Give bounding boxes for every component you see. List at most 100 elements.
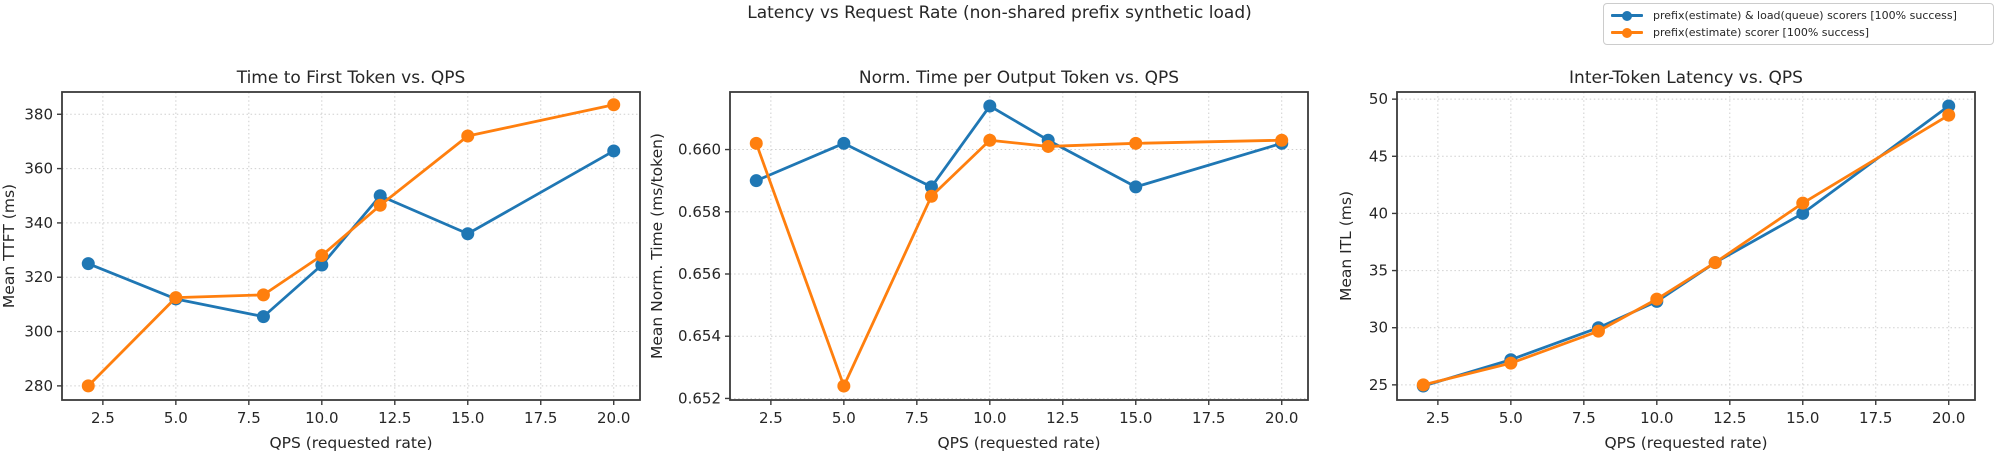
x-tick-label: 20.0 bbox=[1265, 409, 1298, 427]
y-tick-label: 320 bbox=[24, 268, 53, 286]
data-point-series-2 bbox=[1041, 139, 1055, 153]
data-point-series-1 bbox=[837, 136, 851, 150]
data-point-series-2 bbox=[81, 379, 95, 393]
data-point-series-2 bbox=[1796, 196, 1810, 210]
subplot-3: 2.5 5.0 7.5 10.0 12.5 15.0 17.5 20.0 25 30 35 40 45 5… bbox=[1337, 68, 1976, 452]
legend-dot-marker bbox=[1622, 27, 1632, 38]
data-point-series-2 bbox=[169, 291, 183, 305]
y-tick-label: 300 bbox=[24, 323, 53, 341]
data-point-series-1 bbox=[1942, 99, 1956, 113]
legend-line-dot-marker-orange bbox=[1611, 27, 1643, 38]
data-point-series-2 bbox=[837, 379, 851, 393]
x-tick-label: 5.0 bbox=[1499, 409, 1523, 427]
y-axis-label: Mean TTFT (ms) bbox=[0, 184, 18, 308]
x-tick-label: 7.5 bbox=[1572, 409, 1596, 427]
y-tick-label: 0.658 bbox=[678, 203, 721, 221]
x-tick-label: 2.5 bbox=[91, 409, 115, 427]
series-line-1 bbox=[1421, 104, 1951, 388]
data-point-series-1 bbox=[1129, 180, 1143, 194]
x-axis-label: QPS (requested rate) bbox=[1604, 434, 1767, 452]
x-tick-label: 12.5 bbox=[378, 409, 411, 427]
x-tick-label: 5.0 bbox=[164, 409, 188, 427]
x-tick-label: 10.0 bbox=[973, 409, 1006, 427]
x-tick-label: 20.0 bbox=[597, 409, 630, 427]
data-point-series-2 bbox=[256, 288, 270, 302]
data-point-series-2 bbox=[924, 189, 938, 203]
legend: prefix(estimate) & load(queue) scorers [… bbox=[1603, 3, 1994, 45]
series-line-2 bbox=[86, 103, 616, 388]
data-point-series-2 bbox=[373, 198, 387, 212]
x-tick-label: 15.0 bbox=[1119, 409, 1152, 427]
y-tick-label: 45 bbox=[1369, 147, 1388, 165]
axes-spines bbox=[61, 91, 641, 401]
x-tick-label: 20.0 bbox=[1932, 409, 1965, 427]
y-axis-label: Mean Norm. Time (ms/token) bbox=[648, 133, 666, 359]
data-point-series-1 bbox=[315, 258, 329, 272]
series-line-1 bbox=[86, 149, 616, 319]
series-line-2 bbox=[1421, 113, 1951, 387]
x-tick-label: 7.5 bbox=[905, 409, 929, 427]
data-point-series-2 bbox=[983, 133, 997, 147]
data-point-series-2 bbox=[749, 136, 763, 150]
data-point-series-1 bbox=[81, 257, 95, 271]
data-point-series-1 bbox=[1796, 206, 1810, 220]
y-tick-label: 40 bbox=[1369, 204, 1388, 222]
y-tick-label: 380 bbox=[24, 105, 53, 123]
y-axis-label: Mean ITL (ms) bbox=[1337, 191, 1355, 301]
y-tick-label: 360 bbox=[24, 160, 53, 178]
x-tick-label: 2.5 bbox=[1426, 409, 1450, 427]
axes-spines bbox=[729, 91, 1309, 401]
data-point-series-2 bbox=[1708, 256, 1722, 270]
data-point-series-2 bbox=[1416, 378, 1430, 392]
x-tick-label: 7.5 bbox=[237, 409, 261, 427]
figure-title: Latency vs Request Rate (non-shared pref… bbox=[747, 3, 1252, 23]
data-point-series-2 bbox=[315, 249, 329, 263]
x-tick-label: 17.5 bbox=[524, 409, 557, 427]
x-axis-label: QPS (requested rate) bbox=[269, 434, 432, 452]
legend-line-dot-marker-blue bbox=[1611, 10, 1643, 21]
subplot-title: Norm. Time per Output Token vs. QPS bbox=[859, 68, 1179, 88]
x-tick-label: 10.0 bbox=[305, 409, 338, 427]
y-tick-label: 35 bbox=[1369, 262, 1388, 280]
data-point-series-1 bbox=[983, 99, 997, 113]
data-point-series-2 bbox=[1942, 108, 1956, 122]
data-point-series-2 bbox=[461, 129, 475, 143]
y-tick-label: 50 bbox=[1369, 90, 1388, 108]
x-tick-label: 17.5 bbox=[1859, 409, 1892, 427]
data-point-series-1 bbox=[924, 180, 938, 194]
data-point-series-2 bbox=[1591, 324, 1605, 338]
y-tick-label: 340 bbox=[24, 214, 53, 232]
data-point-series-1 bbox=[461, 227, 475, 241]
x-tick-label: 15.0 bbox=[451, 409, 484, 427]
legend-dot-marker bbox=[1622, 10, 1632, 21]
x-tick-label: 12.5 bbox=[1713, 409, 1746, 427]
legend-label: prefix(estimate) & load(queue) scorers [… bbox=[1653, 9, 1957, 22]
y-tick-label: 0.654 bbox=[678, 327, 721, 345]
data-point-series-2 bbox=[1275, 133, 1289, 147]
series-line-2 bbox=[754, 138, 1284, 388]
data-point-series-1 bbox=[373, 189, 387, 203]
subplot-title: Inter-Token Latency vs. QPS bbox=[1569, 68, 1803, 88]
x-tick-label: 17.5 bbox=[1192, 409, 1225, 427]
y-tick-label: 0.660 bbox=[678, 141, 721, 159]
x-tick-label: 2.5 bbox=[759, 409, 783, 427]
series-line-1 bbox=[754, 104, 1284, 189]
subplot-title: Time to First Token vs. QPS bbox=[236, 68, 466, 88]
x-axis-label: QPS (requested rate) bbox=[937, 434, 1100, 452]
data-point-series-1 bbox=[749, 174, 763, 188]
data-point-series-2 bbox=[607, 98, 621, 112]
data-point-series-2 bbox=[1129, 136, 1143, 150]
x-tick-label: 12.5 bbox=[1046, 409, 1079, 427]
y-tick-label: 30 bbox=[1369, 319, 1388, 337]
axes-spines bbox=[1396, 91, 1976, 401]
x-tick-label: 5.0 bbox=[832, 409, 856, 427]
y-tick-label: 0.656 bbox=[678, 265, 721, 283]
y-tick-label: 280 bbox=[24, 377, 53, 395]
data-point-series-1 bbox=[256, 310, 270, 324]
data-point-series-2 bbox=[1504, 356, 1518, 370]
legend-entry: prefix(estimate) scorer [100% success] bbox=[1611, 24, 1986, 41]
data-point-series-2 bbox=[1650, 292, 1664, 306]
data-point-series-1 bbox=[607, 144, 621, 158]
subplot-2: 2.5 5.0 7.5 10.0 12.5 15.0 17.5 20.0 0.652 0.654 0… bbox=[648, 68, 1309, 452]
